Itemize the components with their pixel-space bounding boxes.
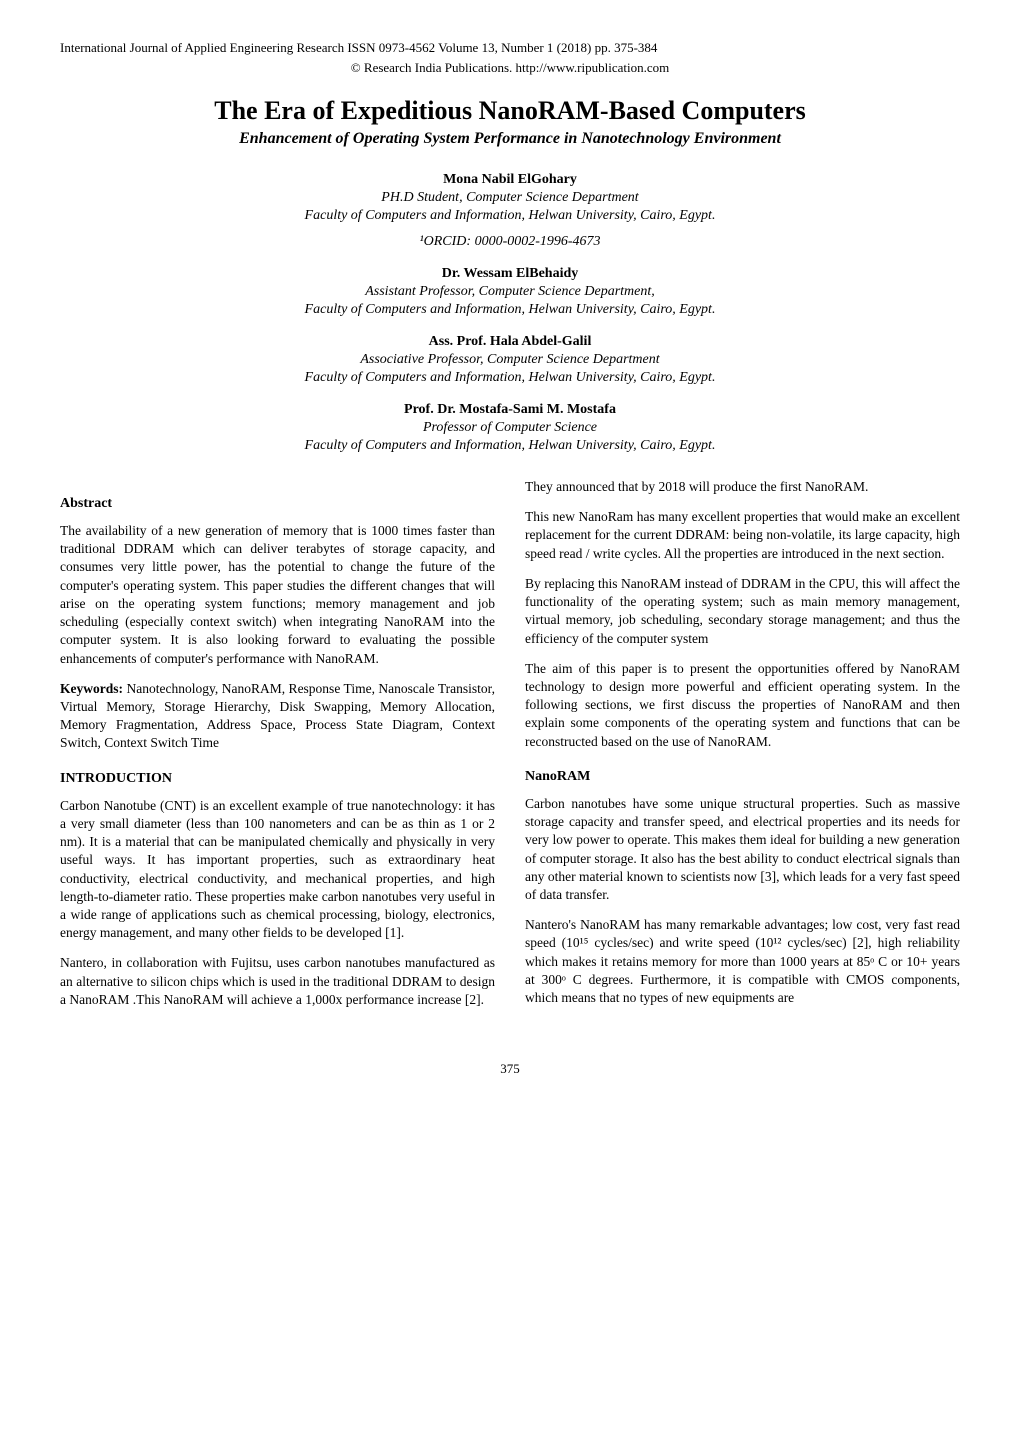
intro-paragraph: Nantero, in collaboration with Fujitsu, … [60, 954, 495, 1009]
author-affil: Faculty of Computers and Information, He… [60, 370, 960, 386]
author-name: Dr. Wessam ElBehaidy [60, 266, 960, 282]
nanoram-paragraph: Carbon nanotubes have some unique struct… [525, 795, 960, 904]
paper-subtitle: Enhancement of Operating System Performa… [60, 130, 960, 148]
introduction-heading: INTRODUCTION [60, 771, 495, 787]
author-affil: Faculty of Computers and Information, He… [60, 208, 960, 224]
author-affil: Faculty of Computers and Information, He… [60, 302, 960, 318]
author-block-3: Ass. Prof. Hala Abdel-Galil Associative … [60, 334, 960, 386]
header-line-2: © Research India Publications. http://ww… [60, 60, 960, 76]
author-affil: Faculty of Computers and Information, He… [60, 438, 960, 454]
author-block-1: Mona Nabil ElGohary PH.D Student, Comput… [60, 172, 960, 250]
author-block-4: Prof. Dr. Mostafa-Sami M. Mostafa Profes… [60, 402, 960, 454]
author-affil: Associative Professor, Computer Science … [60, 352, 960, 368]
page-number: 375 [60, 1061, 960, 1077]
abstract-text: The availability of a new generation of … [60, 522, 495, 668]
content-columns: Abstract The availability of a new gener… [60, 478, 960, 1021]
nanoram-heading: NanoRAM [525, 769, 960, 785]
intro-paragraph: Carbon Nanotube (CNT) is an excellent ex… [60, 797, 495, 943]
author-affil: Assistant Professor, Computer Science De… [60, 284, 960, 300]
abstract-heading: Abstract [60, 496, 495, 512]
author-name: Mona Nabil ElGohary [60, 172, 960, 188]
body-paragraph: This new NanoRam has many excellent prop… [525, 508, 960, 563]
keywords-block: Keywords: Nanotechnology, NanoRAM, Respo… [60, 680, 495, 753]
author-name: Prof. Dr. Mostafa-Sami M. Mostafa [60, 402, 960, 418]
body-paragraph: They announced that by 2018 will produce… [525, 478, 960, 496]
body-paragraph: The aim of this paper is to present the … [525, 660, 960, 751]
author-block-2: Dr. Wessam ElBehaidy Assistant Professor… [60, 266, 960, 318]
nanoram-paragraph: Nantero's NanoRAM has many remarkable ad… [525, 916, 960, 1007]
author-affil: Professor of Computer Science [60, 420, 960, 436]
author-name: Ass. Prof. Hala Abdel-Galil [60, 334, 960, 350]
body-paragraph: By replacing this NanoRAM instead of DDR… [525, 575, 960, 648]
paper-title: The Era of Expeditious NanoRAM-Based Com… [60, 96, 960, 126]
page-header: International Journal of Applied Enginee… [60, 40, 960, 76]
author-affil: PH.D Student, Computer Science Departmen… [60, 190, 960, 206]
keywords-text: Nanotechnology, NanoRAM, Response Time, … [60, 681, 495, 751]
author-orcid: ¹ORCID: 0000-0002-1996-4673 [60, 234, 960, 250]
left-column: Abstract The availability of a new gener… [60, 478, 495, 1021]
keywords-label: Keywords: [60, 681, 123, 696]
right-column: They announced that by 2018 will produce… [525, 478, 960, 1021]
header-line-1: International Journal of Applied Enginee… [60, 40, 960, 56]
